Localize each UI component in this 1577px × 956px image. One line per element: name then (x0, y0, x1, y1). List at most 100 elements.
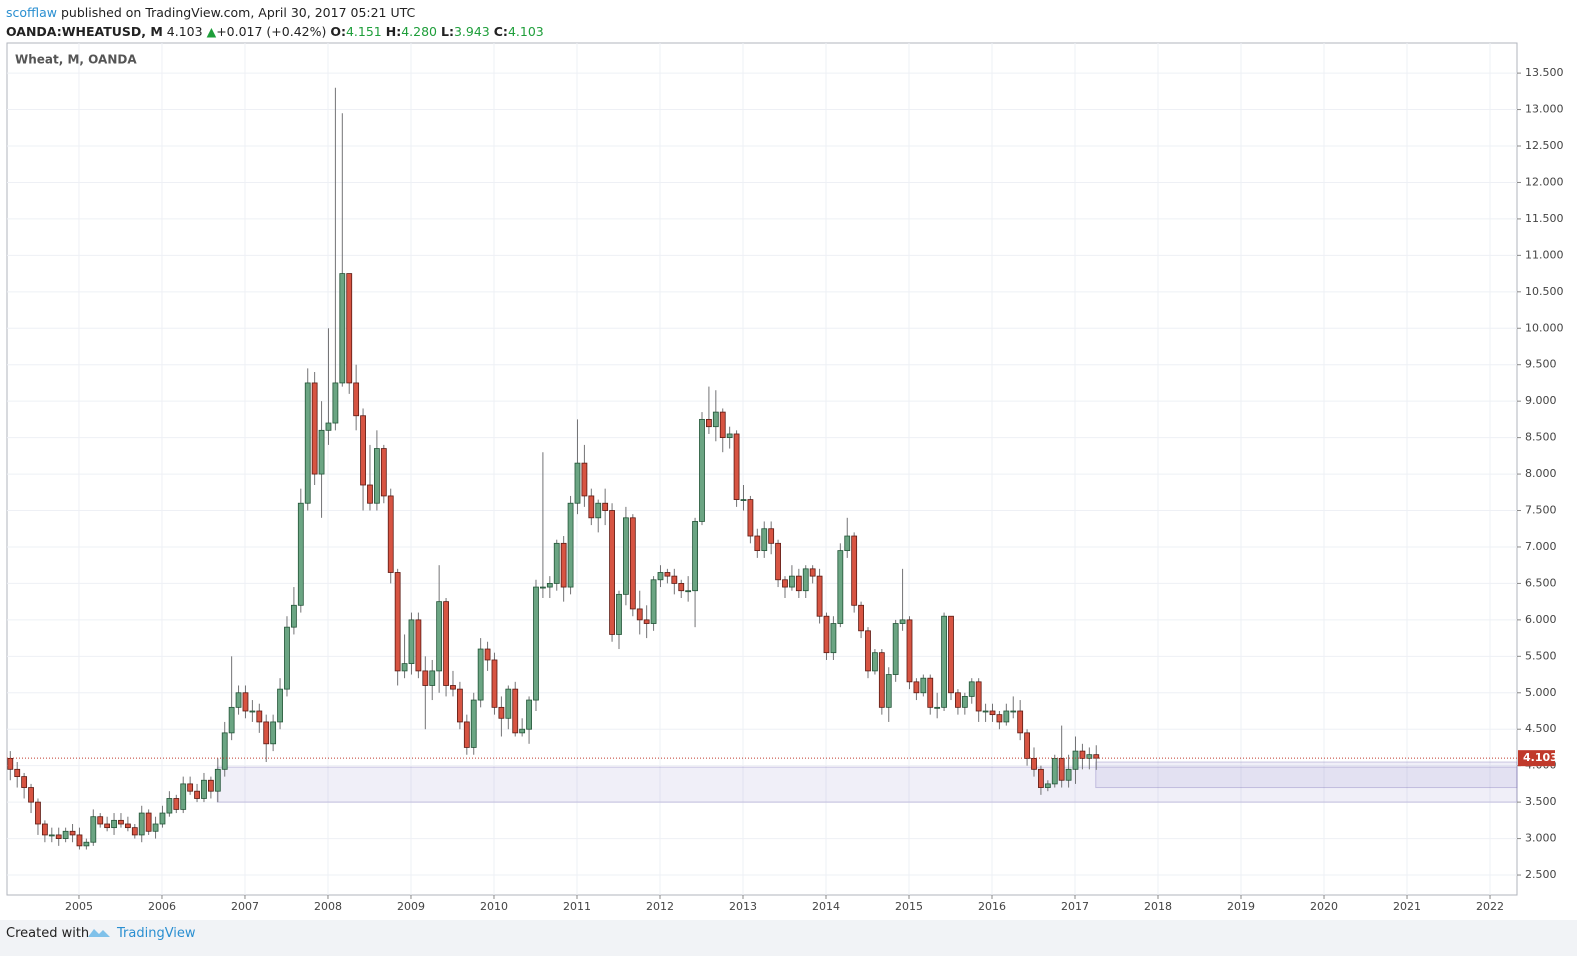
candle-body (69, 830, 76, 836)
y-tick-label: 9.000 (1525, 394, 1557, 407)
candle-body (242, 692, 249, 712)
candle-body (1079, 750, 1086, 759)
price-label-bg (1518, 750, 1555, 767)
x-tick-label: 2016 (978, 900, 1006, 913)
candle-body (657, 572, 664, 581)
y-tick-label: 3.000 (1525, 832, 1557, 845)
candle-body (450, 685, 456, 690)
candle-body (360, 415, 366, 486)
candle-body (609, 510, 615, 635)
x-tick-label: 2005 (65, 900, 93, 913)
candle-body (948, 615, 954, 694)
candle-body (636, 608, 643, 621)
candle-body (588, 495, 595, 519)
candle-body (166, 798, 173, 814)
candle-body (830, 623, 837, 654)
candle-body (692, 521, 698, 592)
o-label: O: (330, 24, 346, 39)
candle-body (540, 586, 546, 589)
l-value: 3.943 (453, 24, 490, 39)
h-label: H: (385, 24, 402, 39)
candle-body (1003, 710, 1010, 723)
candle-body (7, 757, 14, 770)
change: +0.017 (+0.42%) (216, 24, 327, 39)
candle-body (899, 619, 906, 624)
candle-body (560, 542, 567, 588)
candle-body (934, 706, 941, 709)
candle-body (111, 819, 117, 829)
candle-body (318, 429, 325, 475)
legend-line: OANDA:WHEATUSD, M 4.103 ▲+0.017 (+0.42%)… (6, 22, 544, 41)
candle-body (747, 499, 754, 537)
candle-body (1017, 710, 1024, 734)
candle-body (463, 721, 470, 748)
x-tick-label: 2010 (480, 900, 508, 913)
candle-body (768, 528, 775, 544)
chart-title: Wheat, M, OANDA (15, 53, 137, 67)
candle-body (104, 823, 111, 829)
x-tick-label: 2006 (148, 900, 176, 913)
candle-body (851, 535, 858, 606)
candle-body (297, 502, 304, 606)
y-tick-label: 11.000 (1525, 248, 1564, 261)
candle-body (920, 677, 927, 694)
l-label: L: (441, 24, 454, 39)
candle-body (367, 484, 373, 504)
candle-body (1024, 732, 1030, 759)
candle-body (173, 798, 180, 810)
y-tick-label: 3.500 (1525, 795, 1557, 808)
candle-body (35, 801, 41, 825)
candle-body (1058, 757, 1065, 781)
axes: 2.5003.0003.5004.0004.5005.0005.5006.000… (65, 66, 1564, 913)
brand[interactable]: TradingView (117, 926, 196, 941)
y-tick-label: 7.500 (1525, 504, 1557, 517)
candle-body (595, 502, 602, 519)
candle-body (373, 448, 380, 504)
logo (88, 929, 110, 937)
candle-body (664, 572, 671, 577)
candle-body (207, 779, 214, 792)
y-tick-label: 13.000 (1525, 103, 1564, 116)
candle-body (118, 819, 124, 825)
candle-body (484, 648, 491, 661)
y-tick-label: 10.500 (1525, 285, 1564, 298)
candle-body (733, 433, 740, 500)
candle-body (180, 783, 187, 810)
candle-body (228, 706, 235, 734)
x-tick-label: 2013 (729, 900, 757, 913)
candle-body (761, 528, 768, 552)
zone (1095, 761, 1518, 789)
y-tick-label: 7.000 (1525, 540, 1557, 553)
y-tick-label: 5.000 (1525, 686, 1557, 699)
x-tick-label: 2008 (314, 900, 342, 913)
candle-body (685, 590, 692, 593)
candle-body (415, 619, 422, 672)
zone (216, 766, 1518, 803)
candle-body (996, 714, 1003, 723)
candle-body (470, 699, 477, 748)
candle-body (712, 411, 719, 428)
marks (7, 87, 1518, 850)
candle-body (553, 542, 560, 584)
candle-body (519, 728, 526, 734)
candle-body (616, 593, 622, 635)
candle-body (872, 652, 878, 672)
candle-body (124, 823, 131, 829)
x-tick-label: 2009 (397, 900, 425, 913)
x-tick-label: 2021 (1393, 900, 1421, 913)
footer: Created with TradingView (0, 920, 1577, 956)
c-value: 4.103 (507, 24, 544, 39)
candle-body (782, 579, 788, 588)
author[interactable]: scofflaw (6, 5, 58, 20)
candle-body (477, 648, 484, 701)
candle-body (726, 433, 733, 439)
candle-body (380, 448, 387, 497)
x-tick-label: 2011 (563, 900, 591, 913)
candle-body (512, 688, 519, 734)
candle-body (546, 583, 553, 588)
candle-body (90, 816, 97, 843)
candle-body (671, 575, 678, 584)
y-tick-label: 10.000 (1525, 321, 1564, 334)
candle-body (623, 517, 629, 595)
